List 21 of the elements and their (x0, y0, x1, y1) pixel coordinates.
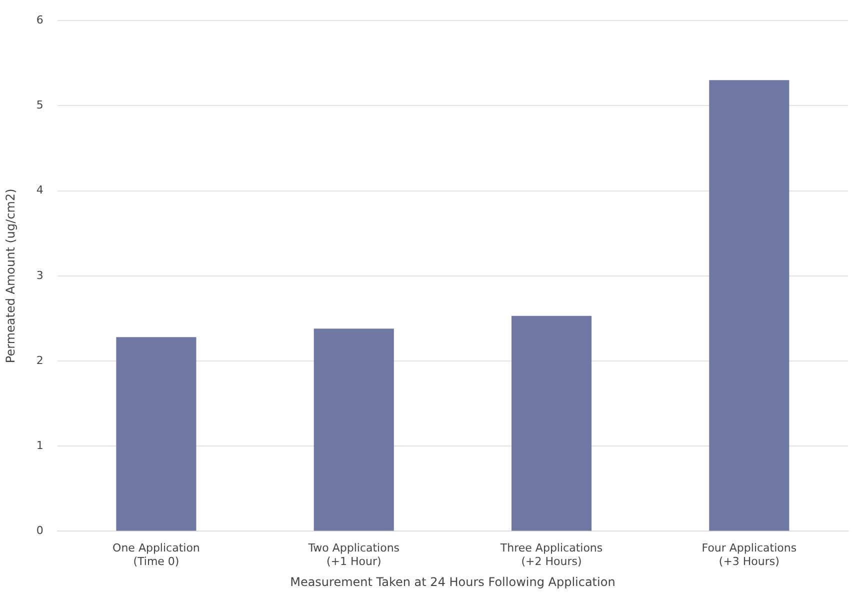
y-tick-label: 3 (36, 268, 44, 282)
y-tick-label: 2 (36, 354, 44, 367)
bar (314, 328, 394, 531)
bar (512, 316, 592, 531)
category-label: (+2 Hours) (521, 554, 582, 568)
category-label: (Time 0) (133, 554, 180, 568)
y-tick-label: 0 (36, 524, 44, 538)
category-label: Two Applications (308, 542, 400, 555)
category-label: (+3 Hours) (718, 554, 780, 568)
y-tick-label: 1 (36, 438, 44, 452)
y-tick-label: 6 (36, 13, 44, 26)
category-label: Three Applications (500, 542, 603, 555)
y-tick-label: 5 (36, 98, 44, 112)
category-label: (+1 Hour) (326, 554, 382, 568)
y-axis-title: Permeated Amount (ug/cm2) (3, 188, 18, 364)
bar (709, 80, 790, 531)
bar (116, 337, 196, 531)
category-label: One Application (112, 542, 200, 555)
category-label: Four Applications (702, 542, 797, 555)
x-axis-title: Measurement Taken at 24 Hours Following Application (290, 574, 616, 589)
y-tick-label: 4 (36, 184, 44, 197)
